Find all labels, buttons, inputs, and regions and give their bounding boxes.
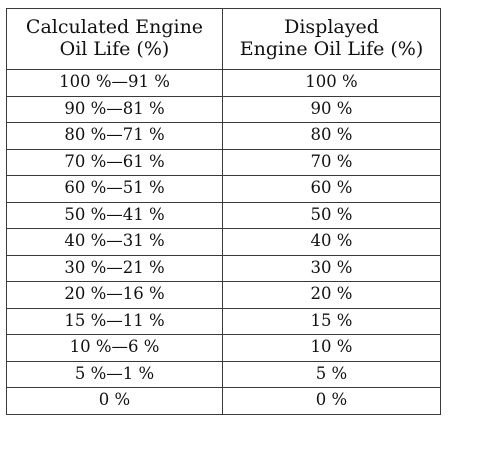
table-header-row: Calculated Engine Oil Life (%) Displayed… — [6, 8, 441, 70]
table-row: 0 % 0 % — [6, 387, 441, 415]
displayed-cell: 50 % — [222, 201, 441, 229]
displayed-cell: 80 % — [222, 122, 441, 150]
calculated-cell: 20 %—16 % — [6, 281, 223, 309]
header-line: Oil Life (%) — [59, 38, 170, 60]
calculated-cell: 40 %—31 % — [6, 228, 223, 256]
displayed-cell: 100 % — [222, 69, 441, 97]
header-line: Calculated Engine — [25, 16, 204, 39]
displayed-cell: 10 % — [222, 334, 441, 362]
table-row: 80 %—71 % 80 % — [6, 122, 441, 150]
calculated-cell: 50 %—41 % — [6, 201, 223, 229]
header-line: Engine Oil Life (%) — [239, 38, 424, 60]
table-row: 40 %—31 % 40 % — [6, 228, 441, 256]
table-row: 50 %—41 % 50 % — [6, 201, 441, 229]
displayed-cell: 30 % — [222, 254, 441, 282]
calculated-cell: 5 %—1 % — [6, 360, 223, 388]
oil-life-table-container: Calculated Engine Oil Life (%) Displayed… — [6, 8, 441, 415]
table-row: 30 %—21 % 30 % — [6, 254, 441, 282]
header-displayed-oil-life: Displayed Engine Oil Life (%) — [222, 8, 441, 70]
calculated-cell: 90 %—81 % — [6, 95, 223, 123]
table-row: 10 %—6 % 10 % — [6, 334, 441, 362]
calculated-cell: 100 %—91 % — [6, 69, 223, 97]
table-row: 70 %—61 % 70 % — [6, 148, 441, 176]
calculated-cell: 30 %—21 % — [6, 254, 223, 282]
displayed-cell: 70 % — [222, 148, 441, 176]
displayed-cell: 15 % — [222, 307, 441, 335]
displayed-cell: 90 % — [222, 95, 441, 123]
header-line: Displayed — [284, 16, 379, 39]
displayed-cell: 20 % — [222, 281, 441, 309]
oil-life-table: Calculated Engine Oil Life (%) Displayed… — [6, 8, 441, 415]
table-row: 5 %—1 % 5 % — [6, 360, 441, 388]
calculated-cell: 60 %—51 % — [6, 175, 223, 203]
calculated-cell: 15 %—11 % — [6, 307, 223, 335]
displayed-cell: 60 % — [222, 175, 441, 203]
displayed-cell: 40 % — [222, 228, 441, 256]
displayed-cell: 5 % — [222, 360, 441, 388]
header-calculated-oil-life: Calculated Engine Oil Life (%) — [6, 8, 223, 70]
table-row: 15 %—11 % 15 % — [6, 307, 441, 335]
displayed-cell: 0 % — [222, 387, 441, 415]
calculated-cell: 10 %—6 % — [6, 334, 223, 362]
calculated-cell: 70 %—61 % — [6, 148, 223, 176]
calculated-cell: 0 % — [6, 387, 223, 415]
table-row: 90 %—81 % 90 % — [6, 95, 441, 123]
table-row: 20 %—16 % 20 % — [6, 281, 441, 309]
table-row: 100 %—91 % 100 % — [6, 69, 441, 97]
table-row: 60 %—51 % 60 % — [6, 175, 441, 203]
calculated-cell: 80 %—71 % — [6, 122, 223, 150]
